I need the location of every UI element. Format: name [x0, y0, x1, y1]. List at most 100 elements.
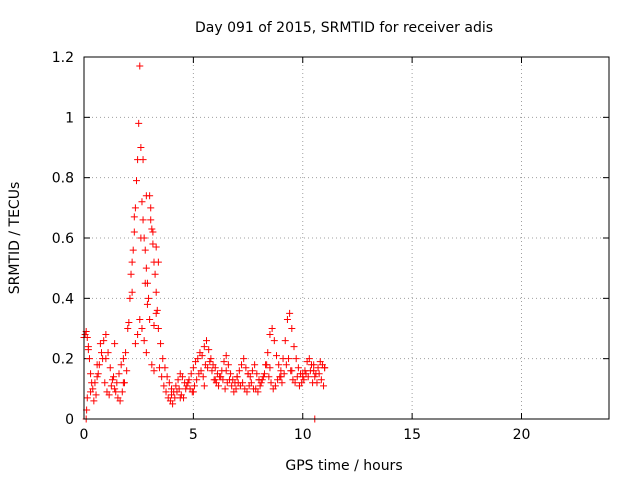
data-point — [281, 337, 289, 345]
data-point — [154, 325, 162, 332]
data-point — [126, 294, 134, 302]
data-point — [207, 355, 215, 363]
data-point — [222, 352, 230, 360]
data-point — [275, 361, 283, 369]
data-point — [130, 213, 138, 221]
data-point — [152, 309, 160, 317]
data-point — [290, 343, 298, 351]
data-point — [90, 397, 98, 405]
data-point — [84, 346, 92, 354]
data-point — [138, 198, 146, 206]
data-point — [85, 355, 93, 363]
data-point — [288, 367, 296, 375]
data-point — [141, 279, 149, 287]
data-point — [119, 379, 127, 387]
data-point — [130, 228, 138, 236]
data-point — [266, 331, 274, 339]
data-point — [139, 156, 147, 164]
data-point — [137, 144, 145, 151]
data-point — [243, 388, 251, 396]
chart-title: Day 091 of 2015, SRMTID for receiver adi… — [195, 20, 493, 36]
data-point — [115, 370, 123, 378]
data-point — [194, 355, 202, 363]
data-point — [285, 355, 293, 363]
data-point — [178, 373, 186, 381]
data-point — [311, 373, 319, 381]
data-point — [278, 379, 286, 387]
data-point — [150, 321, 158, 329]
x-tick-label: 10 — [294, 427, 312, 443]
data-point — [251, 361, 259, 369]
data-point — [277, 367, 285, 375]
data-points — [80, 62, 329, 423]
data-point — [183, 382, 191, 390]
x-tick-label: 20 — [513, 427, 531, 443]
data-point — [266, 364, 274, 372]
data-point — [265, 373, 273, 381]
data-point — [151, 270, 159, 278]
data-point — [104, 349, 112, 357]
data-point — [111, 340, 119, 348]
data-point — [93, 373, 101, 381]
data-point — [193, 376, 201, 384]
plot-frame — [83, 56, 610, 420]
data-point — [313, 379, 321, 387]
data-point — [148, 225, 156, 233]
data-point — [200, 343, 208, 351]
data-point — [260, 370, 268, 378]
y-tick-label: 0.2 — [52, 352, 74, 368]
data-point — [162, 388, 170, 396]
data-point — [219, 376, 227, 384]
data-point — [305, 355, 313, 363]
data-point — [310, 361, 318, 369]
data-point — [189, 364, 197, 372]
data-point — [147, 216, 155, 224]
data-point — [271, 382, 279, 390]
data-point — [102, 331, 110, 339]
data-point — [205, 346, 213, 354]
data-point — [83, 334, 91, 342]
data-point — [227, 370, 235, 378]
data-point — [107, 382, 115, 390]
data-point — [139, 216, 147, 224]
data-point — [242, 364, 250, 372]
data-point — [152, 288, 160, 296]
data-point — [137, 234, 145, 242]
y-tick-label: 0 — [65, 412, 74, 428]
data-point — [136, 62, 144, 70]
data-point — [155, 364, 163, 372]
data-point — [93, 361, 101, 369]
data-point — [176, 394, 184, 402]
data-point — [153, 306, 161, 314]
data-point — [106, 364, 114, 372]
data-point — [315, 370, 323, 378]
data-point — [254, 388, 262, 396]
data-point — [92, 391, 100, 399]
data-point — [282, 361, 290, 369]
data-point — [125, 318, 133, 326]
data-point — [110, 373, 118, 381]
data-point — [221, 385, 229, 393]
data-point — [300, 376, 308, 384]
data-point — [128, 258, 136, 266]
data-point — [185, 376, 193, 384]
data-point — [206, 358, 214, 366]
data-point — [158, 373, 166, 381]
data-point — [267, 379, 275, 387]
data-point — [199, 373, 207, 381]
data-point — [131, 340, 139, 348]
data-point — [200, 382, 208, 390]
y-tick-label: 0.4 — [52, 291, 74, 307]
data-point — [94, 370, 102, 378]
data-point — [157, 340, 165, 348]
data-point — [145, 294, 153, 302]
data-point — [119, 355, 127, 363]
data-point — [248, 367, 256, 375]
data-point — [174, 376, 182, 384]
data-point — [127, 270, 135, 278]
data-point — [112, 388, 120, 396]
data-point — [138, 325, 146, 332]
data-point — [124, 325, 132, 332]
data-point — [152, 243, 160, 251]
data-point — [256, 382, 264, 390]
